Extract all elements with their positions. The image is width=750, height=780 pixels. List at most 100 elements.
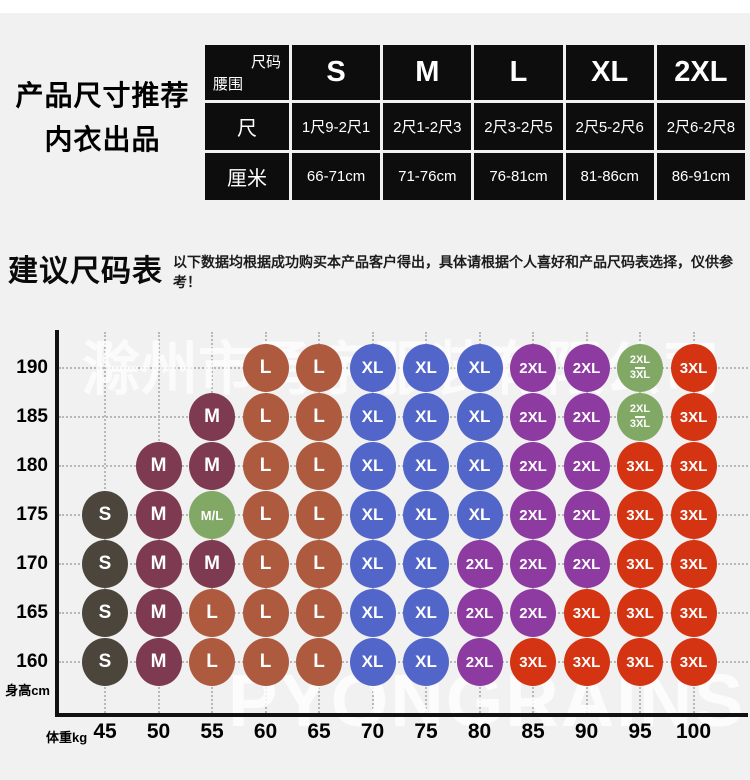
bubble-label: M [204,455,220,476]
size-bubble: L [296,393,342,441]
size-bubble: L [296,442,342,490]
bubble-label: L [259,553,272,574]
y-axis-line [55,330,59,716]
size-bubble: L [296,589,342,637]
corner-waist-label: 腰围 [213,76,244,93]
size-table: 尺码 腰围 S M L XL 2XL 尺 1尺9-2尺1 2尺1-2尺3 2尺3-2尺5 2尺5-2尺… [205,45,745,200]
x-tick-label: 65 [307,720,331,743]
size-bubble: 2XL [563,393,610,441]
size-bubble: 2XL [563,540,610,588]
bubble-label: 3XL [626,457,654,475]
bubble-label: XL [415,603,437,622]
bubble-label: M [204,406,220,427]
bubble-label: XL [361,456,384,475]
bubble-label: 3XL [679,506,708,524]
bubble-label: XL [415,407,437,426]
bubble-label: 2XL [519,408,547,426]
size-bubble: S [82,589,128,637]
size-bubble: XL [456,491,503,539]
bubble-label: 2XL [572,506,601,524]
bubble-label: L [259,406,272,427]
size-bubble: S [82,491,128,539]
size-bubble: 2XL [510,491,556,539]
size-bubble: L [296,638,342,686]
size-bubble: 2XL [456,589,503,637]
size-bubble: XL [349,589,396,637]
suggest-title: 建议尺码表 [8,255,163,288]
suggest-subtitle: 以下数据均根据成功购买本产品客户得出，具体请根据个人喜好和产品尺码表选择，仪供参… [173,254,733,290]
size-bubble: 2XL 3XL [617,393,663,441]
size-bubble: XL [349,540,396,588]
bubble-label: 3XL [626,506,654,524]
size-column-header: XL [565,45,654,100]
y-tick-label: 180 [16,455,48,476]
bubble-label: XL [361,652,384,671]
bubble-label: 3XL [626,604,654,622]
watermark-chinese: 滁州市勇宇服装有限公司 [82,337,721,402]
bubble-label: L [313,651,325,672]
product-title-line2: 内衣出品 [44,124,161,155]
size-bubble: 3XL [617,540,663,588]
size-bubble: XL [403,442,449,490]
size-chart: 滁州市勇宇服装有限公司 PYONGRAINS 身高cm 体重kg 190 185 1… [0,300,750,780]
x-axis-label: 体重kg [46,730,88,745]
size-bubble: XL [456,442,503,490]
size-bubble: M [189,393,235,441]
size-bubble: XL [456,344,503,392]
size-bubble: L [296,540,342,588]
bubble-label: 2XL [519,457,547,475]
size-bubble: L [242,540,289,588]
bubble-label: XL [468,407,491,426]
y-tick-label: 165 [16,602,48,623]
size-bubble: XL [403,393,449,441]
size-bubble: 3XL [670,540,717,588]
bubble-label: M [150,504,167,525]
size-table-cell: 71-76cm [383,153,472,200]
bubble-label: M [150,553,167,574]
bubble-label: XL [415,505,437,524]
size-bubble: XL [403,638,449,686]
size-bubble: L [242,638,289,686]
bubble-label: 2XL [465,653,494,671]
bubble-label: XL [361,358,384,377]
bubble-label: 2XL [572,359,601,377]
size-bubble: M [135,638,182,686]
size-bubble: 2XL [510,344,556,392]
size-table-cell: 66-71cm [292,153,381,200]
size-column-header: L [474,45,563,100]
bubble-label: XL [361,505,384,524]
bubble-label: 2XL [572,457,601,475]
size-bubble: 2XL [510,540,556,588]
bubble-label: L [259,504,272,525]
bubble-label: L [259,357,272,378]
bubble-label: 2XL 3XL [629,403,651,430]
size-bubble: 2XL [456,638,503,686]
bubble-label: L [313,602,325,623]
size-bubble: 2XL [510,442,556,490]
bubble-label: L [259,455,272,476]
row-header: 尺 [205,103,289,150]
x-tick-label: 60 [253,720,278,743]
size-column-header: M [383,45,472,100]
bubble-label: XL [415,652,437,671]
top-white-strip [0,0,750,13]
size-bubble: XL [349,491,396,539]
bubble-label: M [150,651,167,672]
size-bubble: XL [403,344,449,392]
size-bubble: 2XL [510,589,556,637]
bubble-label: XL [415,358,437,377]
product-title-line1: 产品尺寸推荐 [15,80,190,111]
size-bubble: XL [403,589,449,637]
bubble-label: 2XL [572,408,601,426]
size-bubble: L [189,589,235,637]
y-tick-label: 160 [16,651,48,672]
bubble-label: 2XL [465,604,494,622]
x-tick-label: 85 [521,720,545,743]
bubble-label: 3XL [679,457,708,475]
size-bubble: M [135,589,182,637]
bubble-label: 2XL [519,506,547,524]
size-column-header: S [292,45,381,100]
suggest-header: 建议尺码表 以下数据均根据成功购买本产品客户得出，具体请根据个人喜好和产品尺码表… [8,244,748,292]
size-bubble: 2XL [563,344,610,392]
size-bubble: 3XL [563,638,610,686]
